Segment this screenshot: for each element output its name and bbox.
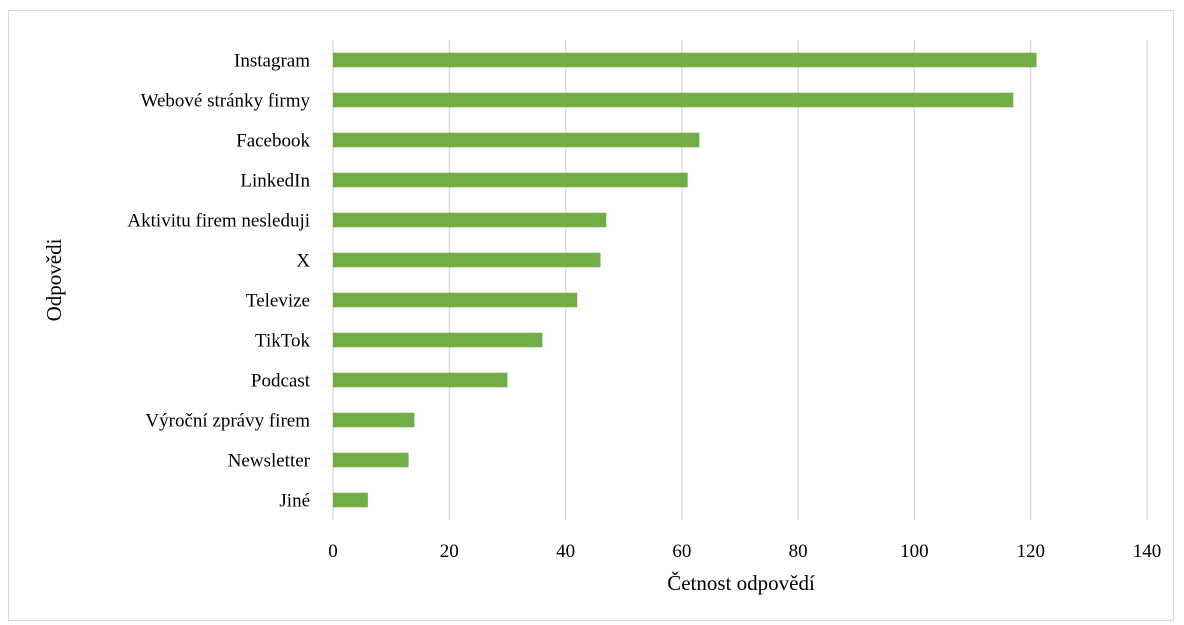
category-label: Webové stránky firmy (141, 91, 311, 112)
x-tick-labels: 0 20 40 60 80 100 120 140 (328, 541, 1161, 562)
category-label: Instagram (234, 51, 310, 72)
category-label: Výroční zprávy firem (145, 411, 310, 432)
x-axis-title: Četnost odpovědí (667, 571, 815, 595)
category-label: TikTok (255, 331, 310, 352)
x-tick-label: 40 (556, 541, 575, 562)
category-label: Newsletter (228, 451, 311, 472)
category-label: LinkedIn (240, 171, 310, 192)
category-label: Aktivitu firem nesleduji (127, 211, 310, 232)
x-tick-label: 100 (900, 541, 929, 562)
bar (333, 372, 508, 388)
bar (333, 292, 578, 308)
x-tick-label: 0 (328, 541, 338, 562)
bar (333, 92, 1014, 108)
x-tick-label: 60 (672, 541, 691, 562)
x-tick-label: 20 (440, 541, 459, 562)
x-tick-label: 80 (789, 541, 808, 562)
bar (333, 52, 1037, 68)
bar (333, 332, 543, 348)
bar (333, 172, 688, 188)
bar (333, 132, 700, 148)
gridlines (332, 40, 1148, 520)
bar (333, 492, 368, 508)
bar (333, 452, 409, 468)
bar (333, 252, 601, 268)
chart-frame (8, 10, 1174, 621)
category-label: X (296, 251, 310, 272)
category-label: Facebook (236, 131, 310, 152)
x-tick-label: 140 (1133, 541, 1162, 562)
y-axis-title: Odpovědi (42, 238, 66, 321)
bar (333, 412, 415, 428)
category-label: Televize (246, 291, 310, 312)
bar (333, 212, 607, 228)
x-tick-label: 120 (1016, 541, 1045, 562)
bars (333, 52, 1037, 508)
category-label: Podcast (251, 371, 311, 392)
category-label: Jiné (279, 491, 310, 512)
category-labels: Instagram Webové stránky firmy Facebook Lin… (127, 51, 310, 512)
